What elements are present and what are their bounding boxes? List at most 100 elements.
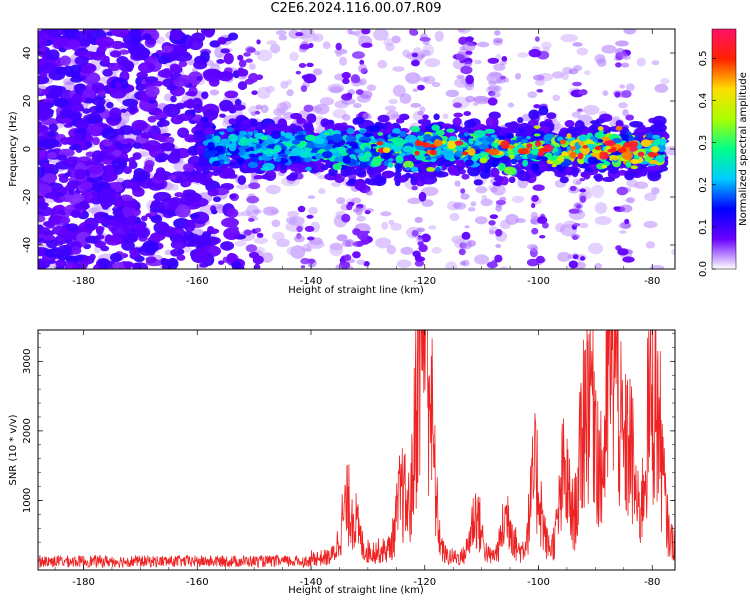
heatmap-cell xyxy=(306,236,315,241)
heatmap-cell xyxy=(322,41,331,50)
heatmap-cell xyxy=(291,139,301,145)
heatmap-cell xyxy=(272,231,285,241)
heatmap-cell xyxy=(457,133,465,139)
heatmap-cell xyxy=(264,169,277,181)
heatmap-cell xyxy=(410,126,421,133)
heatmap-cell xyxy=(226,208,239,219)
heatmap-cell xyxy=(64,261,78,269)
heatmap-cell xyxy=(335,42,342,51)
heatmap-cell xyxy=(514,72,522,80)
heatmap-cell xyxy=(237,67,244,73)
heatmap-cell xyxy=(579,195,587,203)
heatmap-cell xyxy=(164,249,173,256)
heatmap-cell xyxy=(464,225,470,229)
heatmap-cell xyxy=(576,47,589,56)
heatmap-cell xyxy=(615,125,623,131)
heatmap-cell xyxy=(433,113,440,121)
heatmap-cell xyxy=(40,203,48,210)
heatmap-cell xyxy=(461,173,470,180)
heatmap-cell xyxy=(59,110,66,117)
heatmap-cell xyxy=(493,37,503,44)
heatmap-cell xyxy=(300,85,308,93)
heatmap-x-tick-label: -80 xyxy=(644,276,660,287)
heatmap-cell xyxy=(40,173,58,183)
heatmap-cell xyxy=(174,192,184,198)
heatmap-cell xyxy=(472,101,479,107)
heatmap-cell xyxy=(586,143,596,149)
heatmap-cell xyxy=(347,29,353,35)
heatmap-cell xyxy=(255,104,263,110)
heatmap-cell xyxy=(412,88,419,92)
heatmap-cell xyxy=(132,187,145,198)
heatmap-cell xyxy=(552,94,561,102)
heatmap-cell xyxy=(223,52,234,65)
heatmap-cell xyxy=(48,123,58,133)
heatmap-cell xyxy=(435,166,441,173)
heatmap-cell xyxy=(132,152,142,160)
heatmap-cell xyxy=(297,205,306,213)
heatmap-cell xyxy=(275,157,282,163)
heatmap-cell xyxy=(170,239,187,250)
heatmap-cell xyxy=(488,229,495,235)
heatmap-cell xyxy=(352,51,365,59)
heatmap-cell xyxy=(177,127,190,138)
heatmap-cell xyxy=(533,125,541,129)
heatmap-cell xyxy=(185,98,195,109)
heatmap-cell xyxy=(218,260,225,265)
heatmap-cell xyxy=(261,252,274,264)
heatmap-cell xyxy=(431,124,440,131)
heatmap-cell xyxy=(295,70,302,75)
snr-line-chart: -180 -160 -140 -120 -100 -80 1000 2000 3000 Hei… xyxy=(8,329,676,596)
heatmap-cell xyxy=(473,95,487,103)
heatmap-cell xyxy=(182,163,195,172)
heatmap-cell xyxy=(267,150,275,155)
heatmap-cell xyxy=(516,144,523,148)
heatmap-cell xyxy=(79,200,89,209)
heatmap-cell xyxy=(622,151,634,161)
heatmap-cell xyxy=(147,115,157,123)
heatmap-cell xyxy=(499,75,506,80)
heatmap-cell xyxy=(102,140,113,147)
heatmap-cell xyxy=(465,95,476,103)
heatmap-cell xyxy=(246,195,260,204)
heatmap-cell xyxy=(47,49,60,61)
heatmap-cell xyxy=(307,195,316,200)
heatmap-cell xyxy=(289,51,299,62)
heatmap-cell xyxy=(306,141,316,149)
heatmap-cell xyxy=(167,152,181,164)
heatmap-cell xyxy=(580,256,586,261)
heatmap-cell xyxy=(402,160,415,169)
heatmap-cell xyxy=(426,166,436,172)
heatmap-cell xyxy=(612,156,619,161)
heatmap-cell xyxy=(320,164,329,171)
heatmap-cell xyxy=(411,185,418,191)
heatmap-cell xyxy=(526,135,531,140)
heatmap-cell xyxy=(598,113,613,123)
heatmap-cell xyxy=(38,233,45,239)
heatmap-cell xyxy=(505,132,515,139)
heatmap-cell xyxy=(123,261,134,269)
heatmap-cell xyxy=(114,199,126,208)
heatmap-cell xyxy=(110,252,122,263)
snr-y-tick-label: 1000 xyxy=(22,488,33,513)
heatmap-cell xyxy=(363,151,372,158)
snr-x-tick-label: -100 xyxy=(527,577,550,588)
heatmap-cell xyxy=(256,232,264,238)
heatmap-cell xyxy=(170,29,183,41)
heatmap-cell xyxy=(621,90,632,98)
heatmap-cell xyxy=(165,136,175,144)
heatmap-cell xyxy=(597,126,604,131)
heatmap-cell xyxy=(560,34,578,43)
heatmap-cell xyxy=(515,218,526,224)
heatmap-cell xyxy=(187,37,204,51)
heatmap-cell xyxy=(370,165,379,172)
heatmap-y-tick-label: -20 xyxy=(22,189,33,205)
heatmap-cell xyxy=(40,126,48,132)
heatmap-cell xyxy=(573,222,580,227)
heatmap-cell xyxy=(594,173,604,182)
heatmap-cell xyxy=(410,59,420,67)
heatmap-cell xyxy=(624,171,635,181)
heatmap-cell xyxy=(456,74,465,79)
heatmap-cell xyxy=(332,163,342,171)
heatmap-cell xyxy=(377,60,388,69)
